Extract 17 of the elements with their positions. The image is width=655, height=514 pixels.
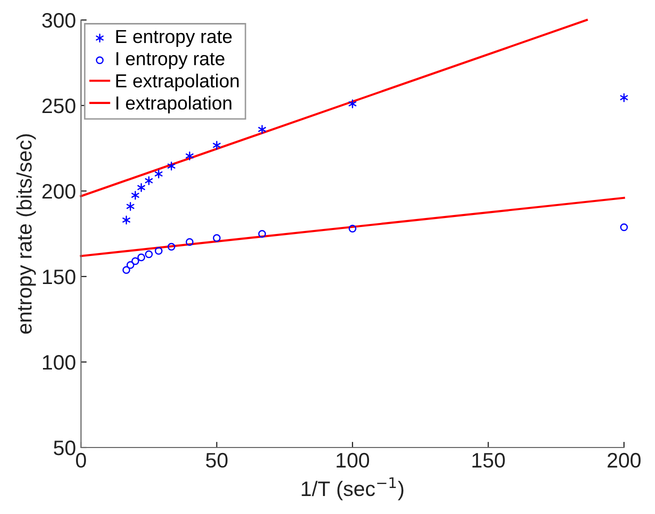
y-tick-label: 250 <box>42 98 76 114</box>
legend-label: I entropy rate <box>116 52 224 70</box>
y-tick-label: 200 <box>42 184 76 199</box>
y-tick-label: 100 <box>42 355 76 370</box>
legend-label: I extrapolation <box>116 96 232 114</box>
legend-label: E extrapolation <box>116 74 239 92</box>
y-tick-label: 50 <box>54 440 76 456</box>
x-tick-label: 200 <box>608 452 641 468</box>
x-axis-title: 1/T (sec$^{−1}$) <box>302 477 404 500</box>
y-axis-title: entropy rate (bits/sec) <box>16 134 36 334</box>
x-tick-label: 0 <box>76 452 86 468</box>
x-tick-label: 50 <box>206 452 228 468</box>
legend-label: E entropy rate <box>116 30 232 47</box>
x-tick-label: 150 <box>472 452 505 468</box>
x-tick-label: 100 <box>336 452 370 468</box>
y-tick-label: 150 <box>42 270 76 284</box>
y-tick-label: 300 <box>42 13 76 28</box>
